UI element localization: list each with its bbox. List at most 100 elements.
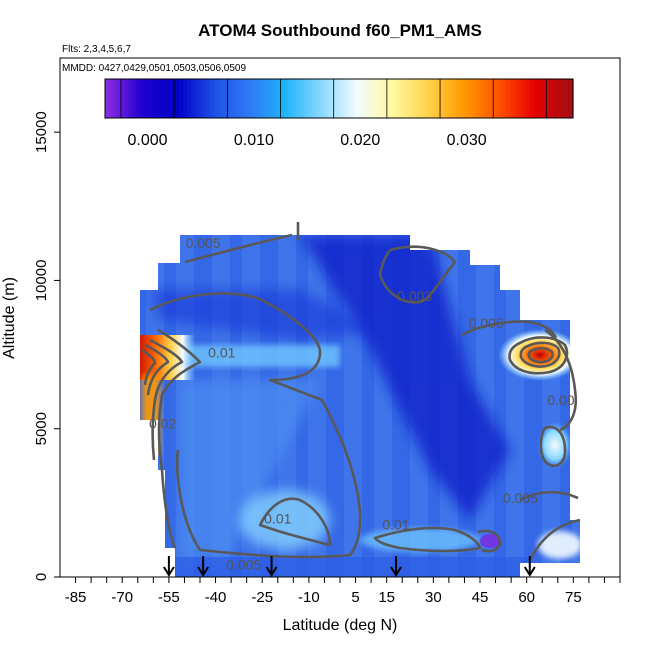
colorbar-swatch [210,79,215,118]
colorbar-swatch [561,79,566,118]
y-tick-label: 0 [33,573,50,581]
colorbar-swatch [456,79,461,118]
contour-lines [141,222,581,561]
purple-spot [480,534,500,548]
colorbar-swatch [405,79,410,118]
x-tick-label: -85 [65,589,87,606]
colorbar-swatch [249,79,254,118]
low-patch-north [538,531,580,559]
contour-path [378,245,457,304]
colorbar-swatch [167,79,172,118]
contour-path [519,341,561,368]
contour-labels: 0.005 0.003 0.005 0.01 0.02 0.01 0.01 0.005 0.00… [149,235,575,573]
contour-label: 0.005 [226,557,261,573]
colorbar-swatch [510,79,516,118]
colorbar-swatch [448,79,453,118]
colorbar-swatch [319,79,324,118]
colorbar-swatch [339,79,344,118]
dates-note: MMDD: 0427,0429,0501,0503,0506,0509 [62,63,246,74]
colorbar-swatch [569,79,574,118]
colorbar-swatch [436,79,441,118]
colorbar-swatch [307,79,313,118]
flight-marker-head [163,566,175,577]
colorbar-swatch [261,79,266,118]
field-column [356,235,362,577]
colorbar-swatch [381,79,387,118]
colorbar-swatch [132,79,137,118]
contour-path [461,320,558,339]
field-column [386,235,392,577]
field-column [482,235,488,577]
x-tick-label: -10 [298,589,320,606]
colorbar-swatch [557,79,562,118]
colorbar-swatch [471,79,477,118]
colorbar-tick-label: 0.030 [447,132,487,149]
field-column [500,235,506,577]
colorbar-swatch [342,79,348,118]
colorbar-swatch [397,79,402,118]
contour-label: 0.003 [397,288,432,304]
flight-marker-head [390,566,402,577]
colorbar-swatch [370,79,375,118]
field-column [524,235,530,577]
field-column [548,235,554,577]
field-column [374,235,380,577]
colorbar-swatch [374,79,379,118]
y-tick-label: 10000 [33,260,50,302]
colorbar-swatch [292,79,297,118]
contour-path [477,529,502,553]
colorbar-swatch [393,79,399,118]
colorbar-swatch [534,79,539,118]
colorbar-swatch [288,79,293,118]
cyan-streak [160,345,340,367]
colorbar-swatch [237,79,243,118]
colorbar-swatch [163,79,168,118]
colorbar-swatch [268,79,274,118]
colorbar-swatch [553,79,558,118]
colorbar-swatch [378,79,383,118]
x-axis: -85 -70 -55 -40 -25 -10 5 15 30 45 60 75 [60,576,621,606]
flight-markers [163,556,536,577]
y-tick-label: 15000 [33,111,50,153]
colorbar-swatch [179,79,184,118]
colorbar-swatch [401,79,406,118]
contour-label: 0.02 [149,416,176,432]
colorbar-swatch [222,79,227,118]
colorbar-swatch [159,79,165,118]
colorbar-tick-label: 0.000 [128,132,168,149]
colorbar-swatch [389,79,395,118]
colorbar-swatch [413,79,418,118]
x-axis-label: Latitude (deg N) [283,617,398,634]
colorbar-swatch [194,79,200,118]
colorbar-swatch [385,79,391,118]
colorbar-swatch [214,79,219,118]
colorbar-swatch [105,79,110,118]
colorbar-swatch [284,79,289,118]
contour-path [519,490,579,502]
colorbar-swatch [506,79,512,118]
field-column [380,235,386,577]
field-column [314,235,320,577]
field-column [332,235,338,577]
chart-title: ATOM4 Southbound f60_PM1_AMS [198,21,482,40]
colorbar-swatch [311,79,317,118]
contour-path [141,348,157,386]
colorbar-swatch [272,79,278,118]
colorbar-swatch [522,79,527,118]
colorbar-swatch [346,79,352,118]
colorbar-swatch [514,79,519,118]
field-column [326,235,332,577]
field-column [320,235,326,577]
colorbar-swatch [245,79,250,118]
field-column [578,235,580,577]
colorbar-swatch [487,79,492,118]
colorbar-swatch [530,79,535,118]
colorbar-swatch [444,79,449,118]
flight-marker-head [197,566,209,577]
colorbar-swatch [190,79,196,118]
colorbar-swatch [335,79,340,118]
colorbar-swatch [233,79,239,118]
colorbar-swatch [475,79,480,118]
field-column [164,235,170,577]
colorbar-swatch [424,79,430,118]
